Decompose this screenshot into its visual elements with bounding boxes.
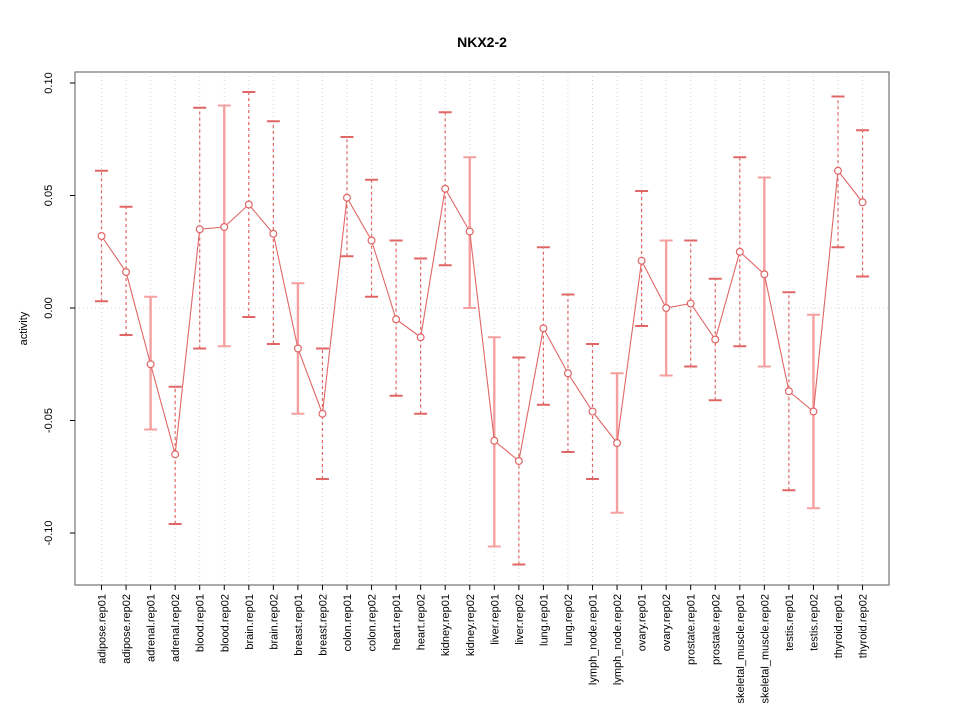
x-tick-label: breast.rep01: [293, 594, 305, 656]
x-tick-label: adrenal.rep02: [170, 594, 182, 662]
x-tick-label: brain.rep01: [244, 594, 256, 650]
x-tick-label: kidney.rep02: [465, 594, 477, 656]
data-point: [392, 315, 401, 324]
x-tick-label: skeletal_muscle.rep01: [735, 594, 747, 703]
data-point: [490, 436, 499, 445]
plot-frame: [74, 71, 890, 586]
data-point: [613, 439, 622, 448]
data-point: [465, 227, 474, 236]
data-point: [539, 324, 548, 333]
data-point: [367, 236, 376, 245]
data-point: [220, 223, 229, 232]
data-point: [97, 232, 106, 241]
x-tick-label: prostate.rep02: [710, 594, 722, 665]
error-bars: [95, 91, 870, 566]
x-tick-label: thyroid.rep01: [833, 594, 845, 658]
data-point: [833, 166, 842, 175]
x-tick-label: testis.rep02: [808, 594, 820, 651]
data-point: [441, 184, 450, 193]
x-tick-label: brain.rep02: [268, 594, 280, 650]
data-points: [97, 166, 867, 466]
data-point: [760, 270, 769, 279]
data-point: [662, 304, 671, 313]
x-tick-label: adipose.rep02: [121, 594, 133, 664]
y-tick-label: -0.05: [43, 408, 55, 433]
y-tick-label: -0.10: [43, 520, 55, 545]
x-tick-label: lymph_node.rep02: [612, 594, 624, 685]
series-line: [101, 169, 863, 463]
data-point: [735, 247, 744, 256]
data-point: [293, 344, 302, 353]
x-tick-label: colon.rep02: [367, 594, 379, 652]
x-tick-label: colon.rep01: [342, 594, 354, 652]
data-point: [343, 193, 352, 202]
data-point: [318, 409, 327, 418]
gridlines: [75, 72, 889, 585]
x-tick-label: adrenal.rep01: [146, 594, 158, 662]
y-tick-label: 0.05: [43, 185, 55, 206]
y-tick-label: 0.00: [43, 297, 55, 318]
series-polyline: [101, 169, 863, 463]
x-tick-label: prostate.rep01: [686, 594, 698, 665]
data-point: [514, 457, 523, 466]
x-tick-label: liver.rep02: [514, 594, 526, 645]
x-tick-label: thyroid.rep02: [858, 594, 870, 658]
x-tick-label: heart.rep01: [391, 594, 403, 650]
x-tick-label: kidney.rep01: [440, 594, 452, 656]
x-tick-label: blood.rep02: [219, 594, 231, 652]
data-point: [146, 360, 155, 369]
x-tick-label: ovary.rep01: [637, 594, 649, 651]
y-tick-label: 0.10: [43, 72, 55, 93]
data-point: [171, 450, 180, 459]
data-point: [416, 333, 425, 342]
x-tick-label: breast.rep02: [317, 594, 329, 656]
axes: [70, 71, 890, 590]
x-tick-label: lung.rep02: [563, 594, 575, 646]
chart-title: NKX2-2: [457, 34, 507, 50]
x-tick-label: adipose.rep01: [97, 594, 109, 664]
x-tick-label: skeletal_muscle.rep02: [759, 594, 771, 703]
x-tick-label: liver.rep01: [489, 594, 501, 645]
data-point: [637, 256, 646, 265]
data-point: [588, 407, 597, 416]
x-tick-label: lung.rep01: [538, 594, 550, 646]
x-tick-label: testis.rep01: [784, 594, 796, 651]
data-point: [686, 299, 695, 308]
data-point: [195, 225, 204, 234]
data-point: [858, 198, 867, 207]
x-tick-label: ovary.rep02: [661, 594, 673, 651]
data-point: [563, 369, 572, 378]
data-point: [784, 387, 793, 396]
x-tick-label: lymph_node.rep01: [588, 594, 600, 685]
data-point: [269, 229, 278, 238]
data-point: [711, 335, 720, 344]
data-point: [244, 200, 253, 209]
data-point: [122, 268, 131, 277]
data-point: [809, 407, 818, 416]
x-tick-label: blood.rep01: [195, 594, 207, 652]
x-tick-label: heart.rep02: [416, 594, 428, 650]
y-axis-title: activity: [18, 311, 30, 345]
